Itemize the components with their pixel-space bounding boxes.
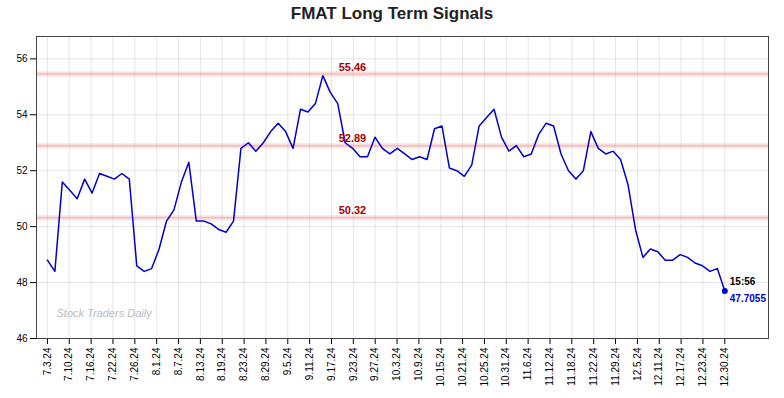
svg-text:10.3.24: 10.3.24 [391,347,402,381]
svg-text:11.22.24: 11.22.24 [588,347,599,386]
svg-text:9.11.24: 9.11.24 [304,347,315,380]
svg-text:8.23.24: 8.23.24 [238,347,249,381]
svg-text:Stock Traders Daily: Stock Traders Daily [57,307,154,319]
svg-text:11.6.24: 11.6.24 [522,347,533,380]
svg-text:52.89: 52.89 [339,132,367,144]
svg-text:10.21.24: 10.21.24 [457,347,468,386]
svg-text:7.22.24: 7.22.24 [107,347,118,381]
svg-text:8.13.24: 8.13.24 [195,347,206,381]
svg-text:46: 46 [16,333,28,344]
svg-text:7.3.24: 7.3.24 [42,347,53,375]
svg-text:47.7055: 47.7055 [730,293,767,304]
svg-text:8.29.24: 8.29.24 [260,347,271,381]
svg-text:15:56: 15:56 [730,276,756,287]
svg-text:10.25.24: 10.25.24 [479,347,490,386]
svg-text:55.46: 55.46 [339,60,367,72]
svg-text:11.12.24: 11.12.24 [544,347,555,386]
svg-text:48: 48 [16,277,28,288]
svg-text:9.27.24: 9.27.24 [369,347,380,381]
svg-text:9.17.24: 9.17.24 [326,347,337,381]
svg-text:12.30.24: 12.30.24 [719,347,730,386]
svg-text:12.5.24: 12.5.24 [632,347,643,381]
svg-text:10.15.24: 10.15.24 [435,347,446,386]
svg-text:9.23.24: 9.23.24 [348,347,359,381]
svg-text:9.5.24: 9.5.24 [282,347,293,375]
svg-text:50: 50 [16,221,28,232]
svg-text:12.11.24: 12.11.24 [653,347,664,386]
svg-text:12.17.24: 12.17.24 [675,347,686,386]
svg-text:8.7.24: 8.7.24 [173,347,184,375]
svg-text:7.10.24: 7.10.24 [63,347,74,381]
svg-text:50.32: 50.32 [339,204,367,216]
svg-text:52: 52 [16,165,28,176]
html-text:FMAT Long Term Signals: FMAT Long Term Signals [290,4,494,23]
svg-text:54: 54 [16,109,28,120]
svg-text:8.1.24: 8.1.24 [151,347,162,375]
svg-text:8.19.24: 8.19.24 [216,347,227,381]
svg-text:12.23.24: 12.23.24 [697,347,708,386]
svg-text:11.29.24: 11.29.24 [610,347,621,386]
svg-text:11.18.24: 11.18.24 [566,347,577,386]
svg-text:7.26.24: 7.26.24 [129,347,140,381]
svg-text:10.9.24: 10.9.24 [413,347,424,381]
svg-text:7.16.24: 7.16.24 [85,347,96,381]
svg-text:10.31.24: 10.31.24 [500,347,511,386]
svg-text:56: 56 [16,53,28,64]
